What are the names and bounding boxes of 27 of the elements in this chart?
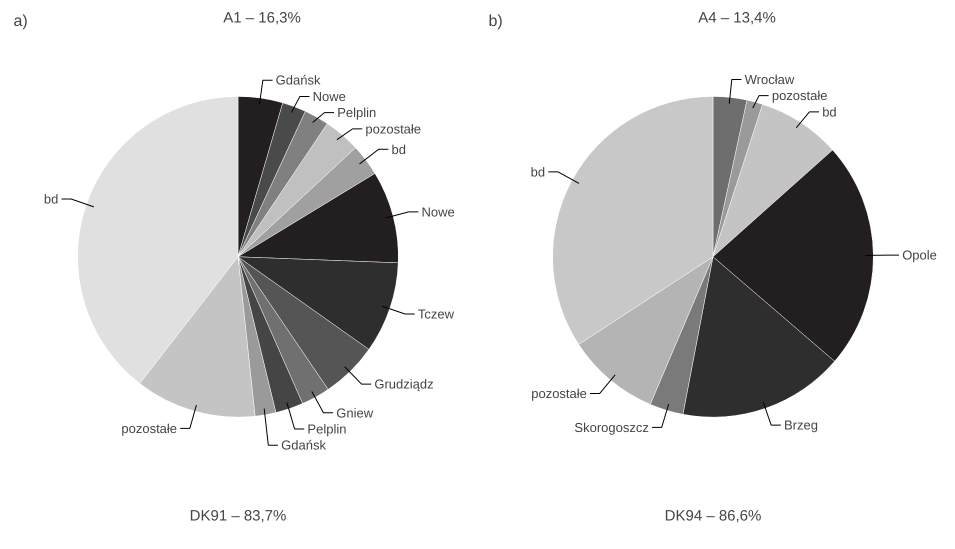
chart-title: a)	[14, 12, 28, 30]
slice-label: bd	[822, 104, 837, 120]
slice-label: Tczew	[418, 306, 455, 322]
slice-label: Nowe	[422, 204, 455, 220]
slice-label: Pelplin	[337, 105, 376, 120]
text: DK91 – 83,7%	[190, 507, 286, 524]
slice-label: Brzeg	[784, 418, 818, 433]
slice-label: pozostałe	[772, 88, 828, 104]
slice-label: bd	[530, 164, 546, 180]
slice-label: bd	[392, 142, 406, 157]
slice-label: Gdańsk	[281, 438, 326, 453]
slice-label: pozostałe	[365, 121, 422, 136]
text: DK94 – 86,6%	[664, 507, 762, 524]
text: A1 – 16,3%	[223, 10, 301, 27]
text: A4 – 13,4%	[698, 10, 776, 27]
slice-label: Wrocław	[744, 72, 795, 87]
slice-label: Nowe	[312, 88, 346, 104]
slice-label: Opole	[902, 248, 937, 263]
slice-label: Skorogoszcz	[574, 420, 649, 435]
slice-label: Gdańsk	[276, 72, 321, 88]
slice-label: pozostałe	[531, 386, 587, 401]
slice-label: Pelplin	[307, 422, 346, 437]
chart-title: b)	[488, 12, 503, 30]
slice-label: Gniew	[336, 405, 374, 420]
slice-label: Grudziądz	[374, 376, 434, 392]
slice-label: pozostałe	[121, 420, 178, 436]
slice-label: bd	[44, 192, 58, 207]
